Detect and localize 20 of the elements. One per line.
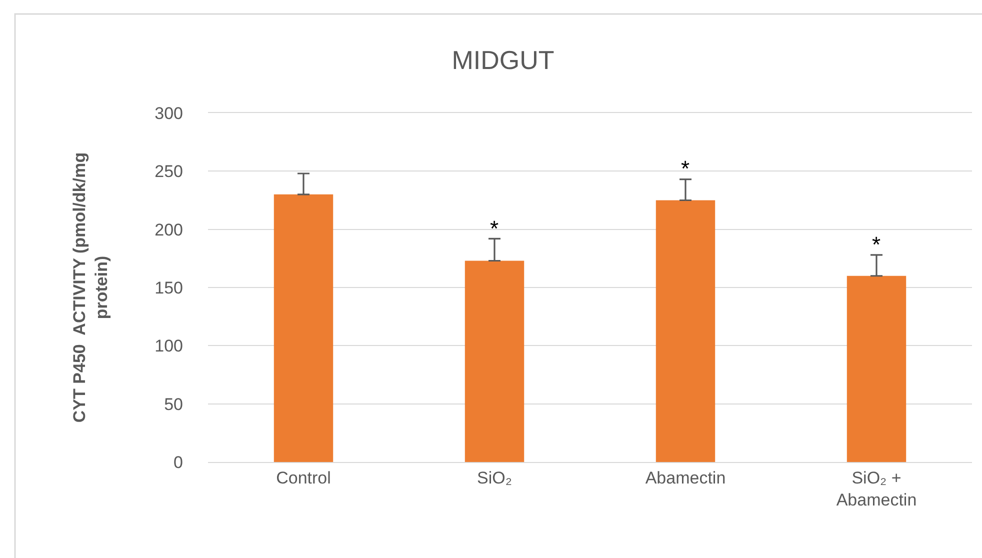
- bar: [656, 200, 716, 462]
- y-tick-label: 50: [164, 394, 183, 414]
- x-tick-label: SiO₂ + Abamectin: [836, 468, 917, 510]
- y-tick-label: 100: [154, 336, 183, 356]
- y-tick-label: 150: [154, 278, 183, 298]
- x-tick-label: Control: [276, 468, 331, 488]
- chart-title: MIDGUT: [452, 45, 554, 76]
- y-tick-label: 200: [154, 220, 183, 240]
- x-tick-label: SiO₂: [477, 468, 512, 488]
- y-tick-label: 300: [154, 104, 183, 123]
- bar: [274, 194, 334, 462]
- annotation: *: [490, 216, 499, 241]
- annotation: *: [681, 156, 690, 181]
- bar: [846, 276, 906, 462]
- y-axis-title: CYT P450 ACTIVITY (pmol/dk/mg protein): [70, 152, 112, 423]
- x-tick-label: Abamectin: [645, 468, 726, 488]
- bar: [464, 260, 524, 462]
- y-tick-label: 250: [154, 162, 183, 182]
- annotation: *: [872, 232, 881, 257]
- y-tick-label: 0: [174, 452, 183, 472]
